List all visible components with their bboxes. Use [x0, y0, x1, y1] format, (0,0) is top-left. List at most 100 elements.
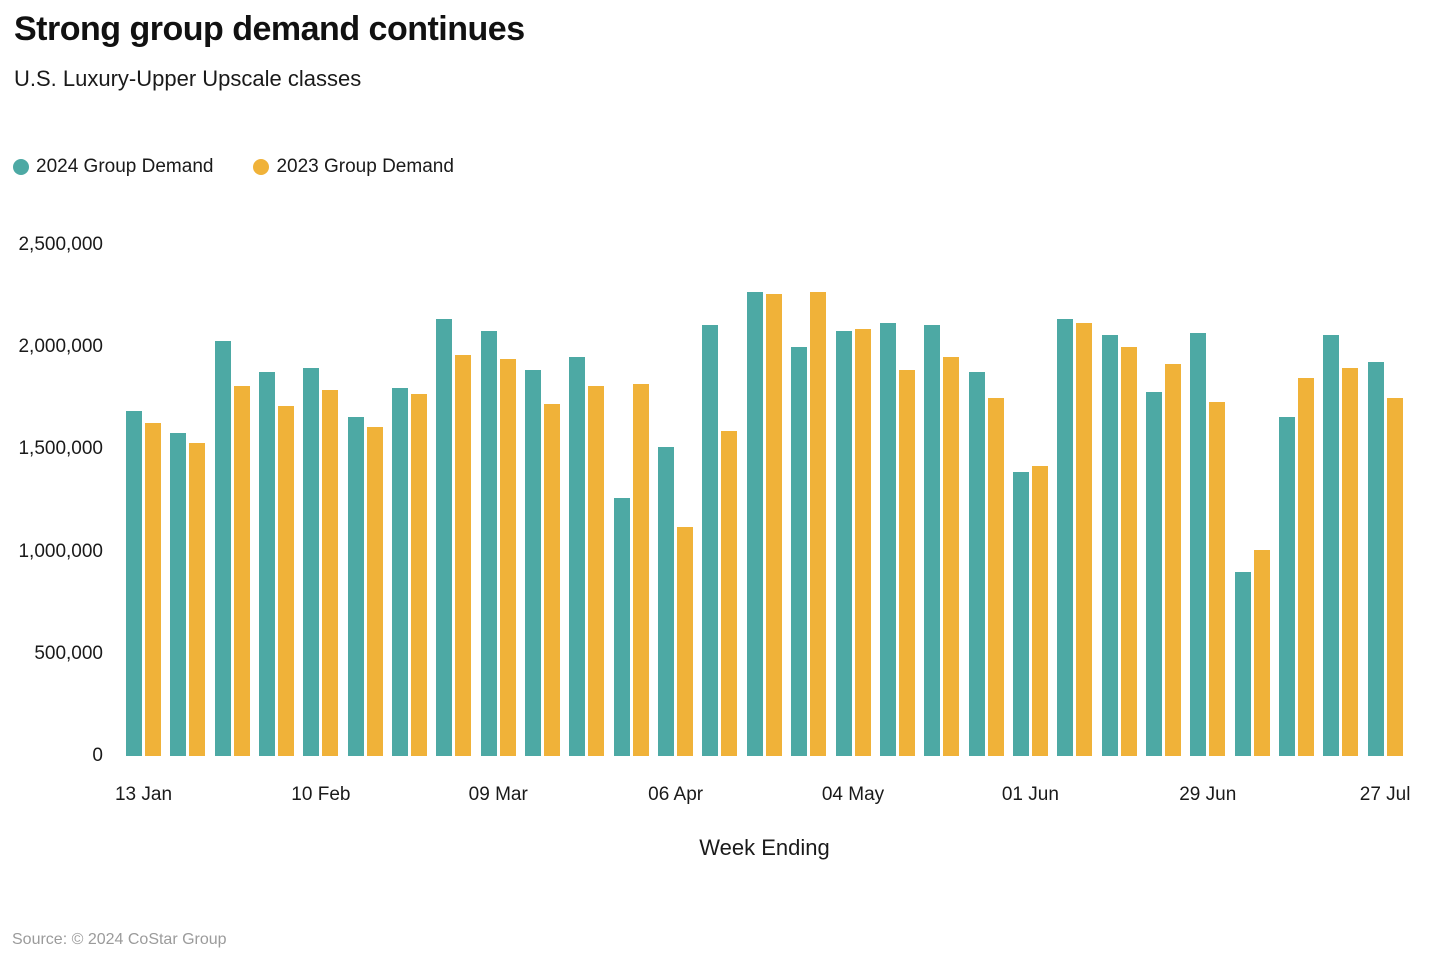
bar-2024 [879, 322, 896, 756]
bar-group [879, 245, 915, 756]
source-note: Source: © 2024 CoStar Group [12, 931, 227, 948]
legend-item-2024: 2024 Group Demand [13, 156, 213, 178]
bar-2024 [1323, 334, 1340, 756]
x-tick-cell: 01 Jun [1002, 784, 1059, 808]
bar-2023 [632, 384, 649, 756]
y-axis: 0 500,000 1,000,000 1,500,000 2,000,000 2,500… [0, 234, 103, 766]
bar-group [1057, 245, 1093, 756]
x-tick-cell [1146, 784, 1181, 808]
x-tick-label: 06 Apr [648, 784, 704, 805]
bar-group [746, 245, 782, 756]
x-tick-label: 09 Mar [468, 784, 528, 805]
bar-2023 [1164, 363, 1181, 756]
x-tick-cell [747, 784, 782, 808]
chart-legend: 2024 Group Demand 2023 Group Demand [13, 156, 454, 178]
x-tick-cell: 29 Jun [1179, 784, 1236, 808]
legend-dot-icon [253, 159, 270, 175]
chart-subtitle: U.S. Luxury-Upper Upscale classes [14, 66, 362, 91]
x-axis-title: Week Ending [699, 835, 830, 860]
bar-group [702, 245, 738, 756]
bar-2023 [455, 355, 472, 756]
bar-group [525, 245, 561, 756]
bar-2023 [145, 422, 161, 756]
bar-2024 [525, 369, 542, 756]
x-tick-cell [1279, 784, 1314, 808]
x-tick-cell [1235, 784, 1270, 808]
bar-2023 [854, 328, 871, 756]
bar-2023 [898, 369, 915, 756]
bar-group [1234, 245, 1270, 756]
legend-label: 2024 Group Demand [36, 156, 214, 177]
x-tick-cell: 04 May [822, 784, 884, 808]
bar-group [1145, 245, 1181, 756]
y-tick-label: 1,500,000 [18, 438, 103, 460]
x-tick-cell: 27 Jul [1360, 784, 1411, 808]
x-tick-label: 04 May [821, 784, 885, 805]
bar-2023 [411, 394, 428, 756]
bar-2023 [189, 443, 206, 756]
bar-2023 [499, 359, 516, 756]
bar-2024 [1057, 318, 1074, 756]
bar-2024 [1145, 392, 1162, 756]
bar-group [1278, 245, 1314, 756]
x-tick-cell [924, 784, 959, 808]
bar-group [835, 245, 871, 756]
bar-2024 [1367, 361, 1384, 756]
bar-2024 [1234, 572, 1251, 756]
bar-2024 [303, 367, 320, 756]
legend-item-2023: 2023 Group Demand [253, 156, 454, 178]
bar-2024 [1101, 334, 1118, 756]
chart-title: Strong group demand continues [14, 10, 525, 48]
x-tick-cell [969, 784, 1004, 808]
x-tick-label: 29 Jun [1179, 784, 1237, 805]
bar-2024 [126, 410, 142, 756]
bar-group [170, 245, 206, 756]
bar-2024 [835, 330, 852, 756]
x-tick-cell [436, 784, 471, 808]
bar-group [347, 245, 383, 756]
bar-2024 [214, 341, 231, 756]
x-tick-cell [569, 784, 604, 808]
y-tick-label: 500,000 [34, 642, 103, 664]
bar-2023 [1120, 347, 1137, 756]
bar-2023 [322, 390, 339, 756]
bar-2024 [1012, 471, 1029, 756]
bar-group [126, 245, 161, 756]
bar-2023 [1209, 402, 1226, 756]
bar-2023 [1342, 367, 1359, 756]
x-tick-cell [702, 784, 737, 808]
x-tick-label: 13 Jan [114, 784, 173, 805]
x-tick-cell: 10 Feb [291, 784, 350, 808]
x-tick-cell [1102, 784, 1137, 808]
bar-group [968, 245, 1004, 756]
bar-group [303, 245, 339, 756]
x-tick-cell [170, 784, 205, 808]
x-tick-cell [880, 784, 915, 808]
bar-2023 [366, 426, 383, 756]
x-tick-cell [525, 784, 560, 808]
bar-2023 [943, 357, 960, 756]
bar-group [214, 245, 250, 756]
bar-2023 [810, 292, 827, 756]
bar-2023 [1253, 549, 1270, 756]
x-tick-label: 01 Jun [1001, 784, 1059, 805]
bar-2023 [677, 527, 694, 756]
x-tick-cell [259, 784, 294, 808]
x-tick-label: 10 Feb [291, 784, 351, 805]
bar-2023 [588, 386, 605, 756]
bar-2023 [1031, 465, 1048, 756]
x-tick-label: 27 Jul [1359, 784, 1411, 805]
bar-2023 [544, 404, 561, 756]
bar-group [392, 245, 428, 756]
bar-2024 [170, 433, 187, 756]
bar-2024 [702, 324, 719, 756]
bar-2024 [259, 371, 276, 756]
bar-2024 [1190, 332, 1207, 756]
x-tick-cell [348, 784, 383, 808]
bar-2024 [480, 330, 497, 756]
bar-group [613, 245, 649, 756]
bar-group [1012, 245, 1048, 756]
bar-group [1367, 245, 1403, 756]
bar-group [658, 245, 694, 756]
bar-group [569, 245, 605, 756]
